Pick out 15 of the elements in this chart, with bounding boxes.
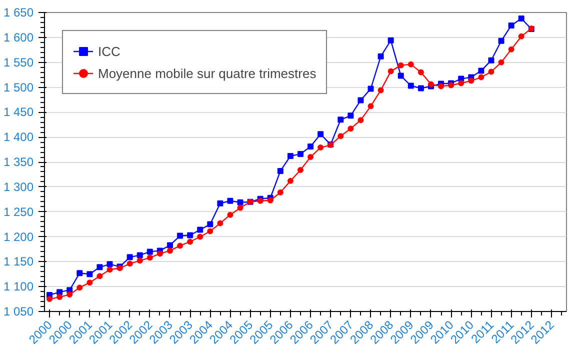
y-tick-label: 1 200 bbox=[3, 230, 34, 244]
y-tick-label: 1 300 bbox=[3, 180, 34, 194]
y-tick-label: 1 250 bbox=[3, 204, 34, 219]
y-tick-label: 1 050 bbox=[3, 304, 34, 318]
y-tick-label: 1 500 bbox=[3, 80, 34, 94]
y-tick-label: 1 600 bbox=[3, 30, 34, 44]
y-tick-label: 1 150 bbox=[3, 254, 34, 269]
y-tick-label: 1 100 bbox=[3, 280, 34, 294]
legend-label: ICC bbox=[98, 44, 120, 58]
legend-label: Moyenne mobile sur quatre trimestres bbox=[98, 66, 316, 80]
y-tick-label: 1 550 bbox=[3, 55, 34, 70]
y-tick-label: 1 650 bbox=[3, 6, 34, 20]
y-tick-label: 1 400 bbox=[3, 130, 34, 144]
y-tick-label: 1 450 bbox=[3, 105, 34, 120]
y-tick-label: 1 350 bbox=[3, 155, 34, 169]
